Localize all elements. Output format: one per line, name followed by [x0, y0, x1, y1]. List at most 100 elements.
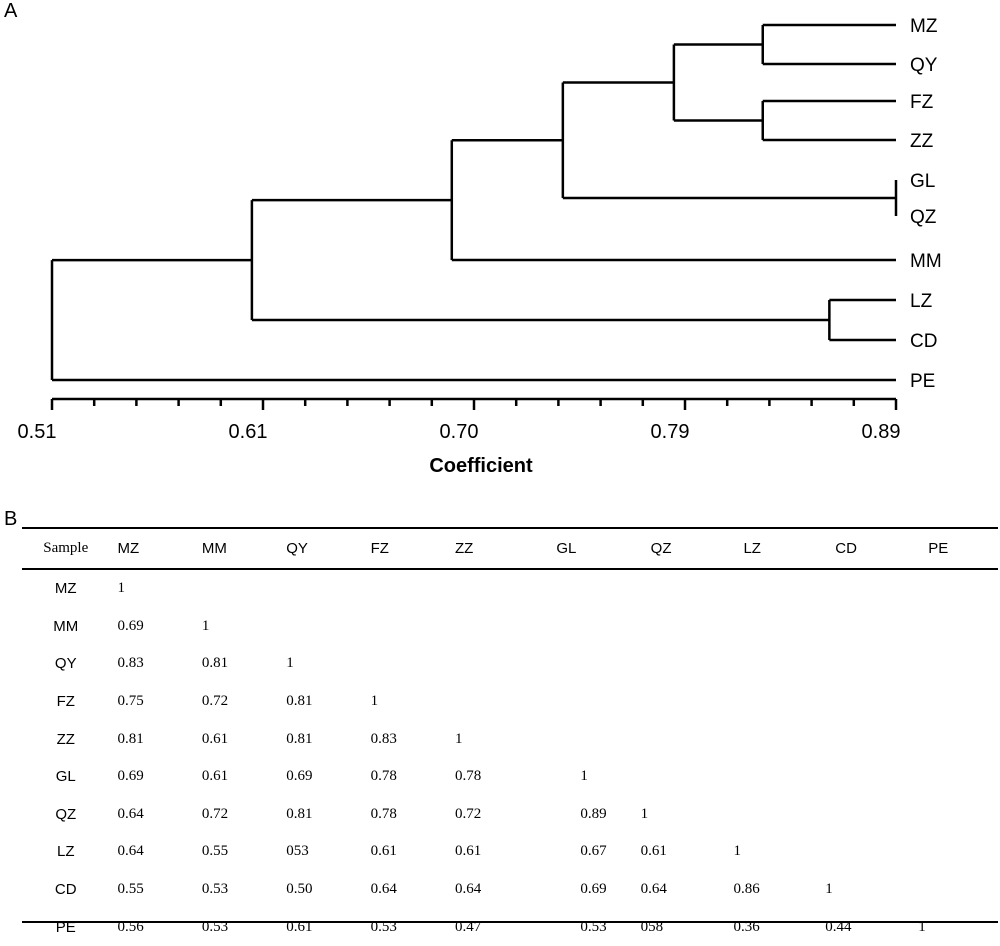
- table-cell: 0.78: [454, 768, 482, 785]
- table-cell: [447, 569, 538, 608]
- dendrogram: MZ QY FZ ZZ GL QZ MM LZ CD PE 0.51 0.61 0.70 0.79 0.89…: [18, 16, 942, 477]
- table-cell: 0.61: [370, 843, 397, 860]
- table-cell: 0.56: [117, 918, 144, 935]
- table-cell: 0.78: [370, 768, 397, 785]
- header-mz: MZ: [109, 528, 194, 570]
- row-label: GL: [55, 768, 76, 786]
- table-cell: 0.81: [286, 693, 313, 710]
- leaf-label-pe: PE: [910, 371, 935, 392]
- table-cell: 0.53: [370, 918, 397, 935]
- table-cell: 0.81: [117, 730, 144, 747]
- table-cell: [633, 608, 726, 646]
- table-cell: 0.47: [454, 918, 482, 935]
- table-cell: [817, 720, 910, 758]
- table-cell: 1: [286, 655, 294, 672]
- table-cell: 1: [117, 580, 126, 597]
- table-cell: 0.86: [733, 881, 760, 898]
- table-cell: [910, 683, 998, 721]
- table-cell: [447, 608, 538, 646]
- table-cell: 0.64: [640, 881, 667, 898]
- table-cell: 0.81: [286, 730, 313, 747]
- table-cell: [278, 608, 362, 646]
- table-cell: [910, 569, 998, 608]
- table-cell: 0.69: [580, 881, 607, 898]
- leaf-label-mm: MM: [910, 251, 942, 272]
- header-fz: FZ: [362, 528, 447, 570]
- header-pe: PE: [910, 528, 998, 570]
- row-label: CD: [54, 881, 77, 899]
- table-cell: 0.83: [370, 730, 397, 747]
- table-cell: [538, 608, 632, 646]
- table-row: GL 0.69 0.61 0.69 0.78 0.78 1: [22, 758, 998, 796]
- table-cell: [363, 608, 447, 646]
- row-label: QY: [54, 655, 77, 673]
- table-cell: 0.53: [201, 918, 229, 935]
- tick-label: 0.61: [229, 421, 268, 443]
- table-row: MZ 1: [22, 569, 998, 608]
- table-cell: [910, 871, 998, 909]
- table-cell: 0.81: [286, 805, 313, 822]
- table-cell: [910, 608, 998, 646]
- leaf-label-zz: ZZ: [910, 131, 934, 152]
- row-label: LZ: [56, 843, 75, 861]
- table-cell: [278, 569, 362, 608]
- panel-b-label: B: [4, 508, 18, 530]
- table-cell: 1: [918, 918, 926, 935]
- table-cell: 0.53: [580, 918, 607, 935]
- table-cell: [725, 796, 817, 834]
- leaf-label-mz: MZ: [910, 16, 938, 37]
- table-cell: [447, 683, 538, 721]
- table-row: CD 0.55 0.53 0.50 0.64 0.64 0.69 0.64 0.86 1: [22, 871, 998, 909]
- table-bottom-rule: [22, 921, 998, 923]
- table-cell: [817, 645, 910, 683]
- table-cell: 0.69: [286, 768, 313, 785]
- table-cell: [725, 758, 817, 796]
- leaf-label-gl: GL: [910, 171, 935, 192]
- table-cell: 0.64: [370, 881, 397, 898]
- table-cell: [363, 569, 447, 608]
- table-cell: [633, 683, 726, 721]
- table-cell: [725, 645, 817, 683]
- table-row: QY 0.83 0.81 1: [22, 645, 998, 683]
- table-header-row: Sample MZ MM QY FZ ZZ GL QZ LZ CD PE: [22, 528, 998, 570]
- similarity-table: Sample MZ MM QY FZ ZZ GL QZ LZ CD PE MZ 1 MM 0.69 1 QY 0…: [22, 528, 998, 946]
- table-cell: [817, 683, 910, 721]
- table-cell: 0.69: [117, 617, 144, 634]
- leaf-label-fz: FZ: [910, 92, 934, 113]
- table-cell: 1: [580, 768, 588, 785]
- table-cell: 0.64: [117, 805, 144, 822]
- table-row: FZ 0.75 0.72 0.81 1: [22, 683, 998, 721]
- table-cell: [817, 833, 910, 871]
- row-label: MM: [53, 617, 79, 635]
- table-cell: [910, 720, 998, 758]
- table-cell: [633, 645, 726, 683]
- row-label: PE: [55, 918, 76, 936]
- header-qz: QZ: [632, 528, 726, 570]
- table-cell: 1: [825, 881, 833, 898]
- row-label: FZ: [56, 693, 75, 711]
- table-cell: 0.64: [454, 881, 482, 898]
- table-cell: 0.61: [201, 730, 229, 747]
- table-cell: [725, 683, 817, 721]
- table-cell: 053: [286, 843, 309, 860]
- x-axis-label: Coefficient: [429, 455, 533, 477]
- table-cell: [725, 608, 817, 646]
- table-cell: 0.61: [454, 843, 482, 860]
- table-cell: [633, 569, 726, 608]
- header-gl: GL: [538, 528, 633, 570]
- table-cell: 0.44: [825, 918, 852, 935]
- header-qy: QY: [278, 528, 363, 570]
- table-cell: [538, 683, 632, 721]
- table-row: QZ 0.64 0.72 0.81 0.78 0.72 0.89 1: [22, 796, 998, 834]
- leaf-label-qz: QZ: [910, 207, 937, 228]
- table-cell: [194, 569, 278, 608]
- table-cell: 0.83: [117, 655, 144, 672]
- header-cd: CD: [817, 528, 911, 570]
- table-cell: [538, 645, 632, 683]
- table-cell: 0.61: [640, 843, 667, 860]
- table-row: ZZ 0.81 0.61 0.81 0.83 1: [22, 720, 998, 758]
- table-cell: 0.78: [370, 805, 397, 822]
- table-cell: 0.81: [201, 655, 229, 672]
- table-cell: [633, 758, 726, 796]
- table-cell: 0.61: [201, 768, 229, 785]
